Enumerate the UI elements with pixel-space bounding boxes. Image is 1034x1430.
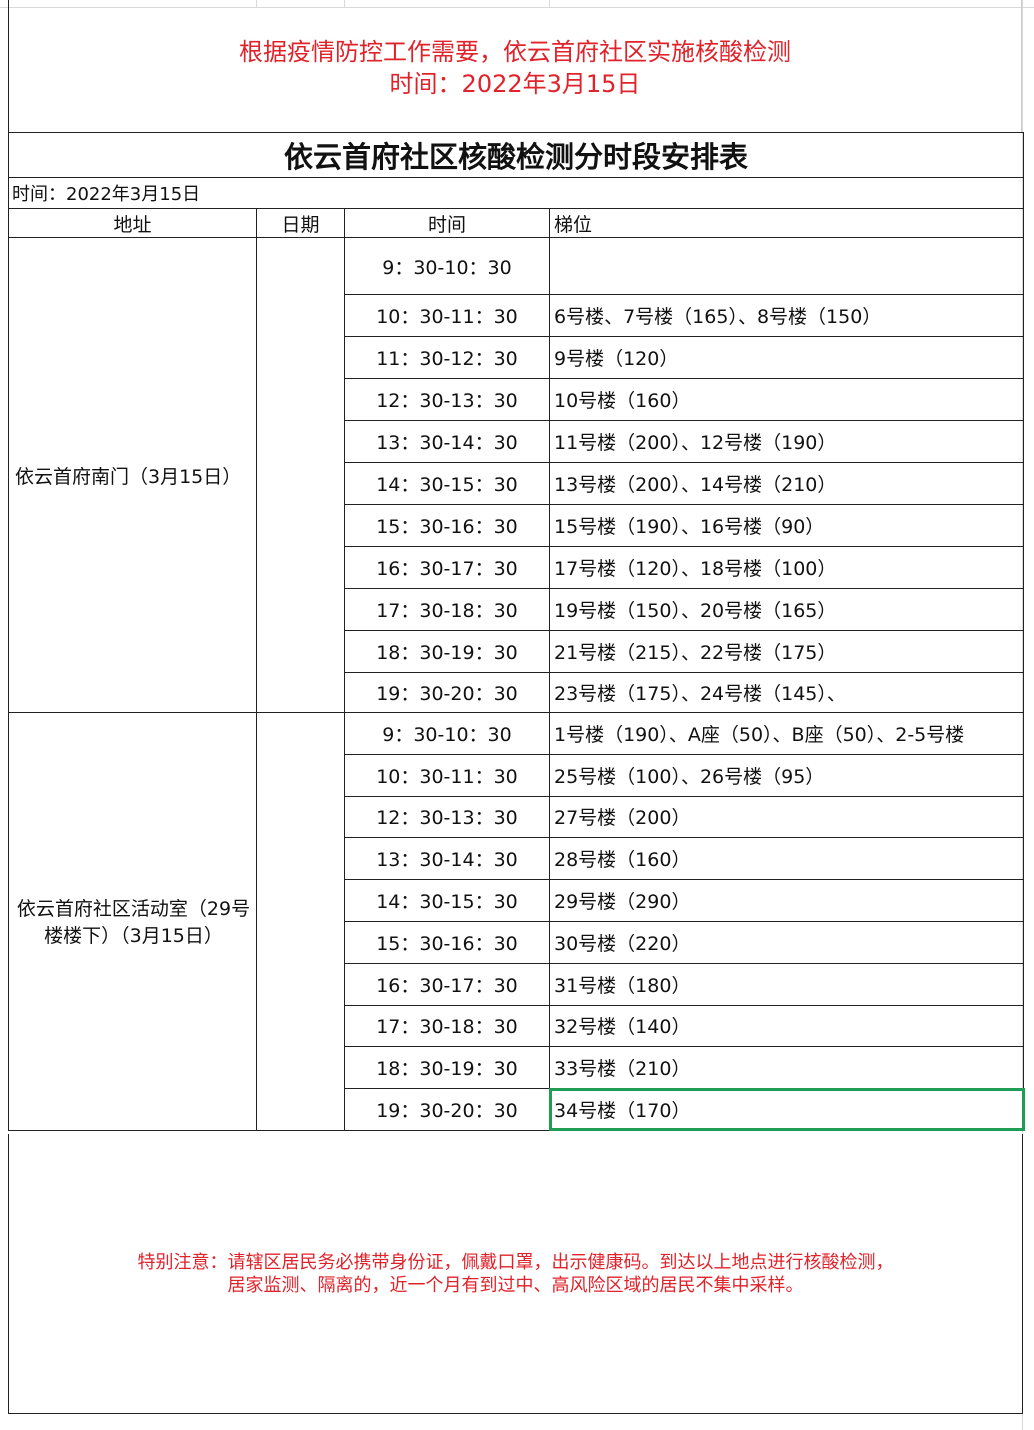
table-row: 依云首府南门（3月15日） 9：30-10：30 xyxy=(8,237,1025,713)
buildings-cell[interactable]: 32号楼（140） xyxy=(548,1004,1025,1048)
buildings-cell[interactable] xyxy=(548,237,1025,295)
table-row: 15：30-16：30 30号楼（220） xyxy=(9,920,1025,964)
time-cell[interactable]: 11：30-12：30 xyxy=(344,336,550,379)
gridline xyxy=(0,7,1034,8)
date-line[interactable]: 时间：2022年3月15日 xyxy=(7,177,1025,209)
table-row: 14：30-15：30 29号楼（290） xyxy=(9,879,1025,922)
buildings-cell[interactable]: 10号楼（160） xyxy=(548,378,1025,421)
time-cell[interactable]: 19：30-20：30 xyxy=(344,672,550,713)
buildings-cell[interactable]: 27号楼（200） xyxy=(548,795,1025,839)
table-row: 15：30-16：30 15号楼（190）、16号楼（90） xyxy=(9,504,1025,547)
gridline xyxy=(344,0,345,8)
time-cell[interactable]: 10：30-11：30 xyxy=(344,294,550,337)
buildings-cell[interactable]: 11号楼（200）、12号楼（190） xyxy=(548,420,1025,463)
header-date[interactable]: 日期 xyxy=(256,208,345,238)
table-row: 12：30-13：30 27号楼（200） xyxy=(9,795,1025,839)
header-time[interactable]: 时间 xyxy=(344,208,550,238)
schedule-table: 依云首府社区核酸检测分时段安排表 时间：2022年3月15日 地址 日期 时间 … xyxy=(7,132,1025,1132)
table-row: 13：30-14：30 11号楼（200）、12号楼（190） xyxy=(9,420,1025,463)
table-title[interactable]: 依云首府社区核酸检测分时段安排表 xyxy=(7,132,1025,178)
header-address[interactable]: 地址 xyxy=(8,208,257,238)
buildings-cell[interactable]: 9号楼（120） xyxy=(548,336,1025,379)
buildings-cell[interactable]: 30号楼（220） xyxy=(548,920,1025,964)
buildings-cell[interactable]: 1号楼（190）、A座（50）、B座（50）、2-5号楼 xyxy=(548,712,1025,755)
buildings-cell[interactable]: 19号楼（150）、20号楼（165） xyxy=(548,588,1025,631)
table-row: 18：30-19：30 21号楼（215）、22号楼（175） xyxy=(9,630,1025,673)
time-cell[interactable]: 13：30-14：30 xyxy=(344,420,550,463)
bottom-notice: 特别注意：请辖区居民务必携带身份证，佩戴口罩，出示健康码。到达以上地点进行核酸检… xyxy=(8,1134,1023,1414)
time-cell[interactable]: 13：30-14：30 xyxy=(344,837,550,881)
date-cell[interactable] xyxy=(256,237,345,713)
table-row: 10：30-11：30 6号楼、7号楼（165）、8号楼（150） xyxy=(9,294,1025,337)
address-cell[interactable]: 依云首府社区活动室（29号楼楼下）（3月15日） xyxy=(8,712,257,1131)
buildings-cell[interactable]: 17号楼（120）、18号楼（100） xyxy=(548,546,1025,589)
time-cell[interactable]: 18：30-19：30 xyxy=(344,630,550,673)
time-cell[interactable]: 17：30-18：30 xyxy=(344,1004,550,1048)
table-row: 19：30-20：30 34号楼（170） xyxy=(9,1087,1025,1132)
date-cell[interactable] xyxy=(256,712,345,1131)
bottom-notice-line2: 居家监测、隔离的，近一个月有到过中、高风险区域的居民不集中采样。 xyxy=(227,1274,804,1296)
time-cell[interactable]: 12：30-13：30 xyxy=(344,795,550,839)
top-notice-line1: 根据疫情防控工作需要，依云首府社区实施核酸检测 xyxy=(239,38,791,66)
top-notice: 根据疫情防控工作需要，依云首府社区实施核酸检测 时间：2022年3月15日 xyxy=(8,0,1022,132)
time-cell[interactable]: 15：30-16：30 xyxy=(344,504,550,547)
table-row: 10：30-11：30 25号楼（100）、26号楼（95） xyxy=(9,753,1025,797)
table-row: 17：30-18：30 19号楼（150）、20号楼（165） xyxy=(9,588,1025,631)
table-row: 12：30-13：30 10号楼（160） xyxy=(9,378,1025,421)
time-cell[interactable]: 19：30-20：30 xyxy=(344,1088,550,1131)
gridline xyxy=(549,0,550,8)
buildings-cell[interactable]: 29号楼（290） xyxy=(548,879,1025,922)
time-cell[interactable]: 16：30-17：30 xyxy=(344,962,550,1006)
buildings-cell[interactable]: 31号楼（180） xyxy=(548,962,1025,1006)
time-cell[interactable]: 12：30-13：30 xyxy=(344,378,550,421)
buildings-cell[interactable]: 33号楼（210） xyxy=(548,1046,1025,1090)
buildings-cell[interactable]: 13号楼（200）、14号楼（210） xyxy=(548,462,1025,505)
table-row: 18：30-19：30 33号楼（210） xyxy=(9,1046,1025,1090)
time-cell[interactable]: 9：30-10：30 xyxy=(344,237,550,295)
top-notice-line2: 时间：2022年3月15日 xyxy=(389,70,641,98)
time-cell[interactable]: 16：30-17：30 xyxy=(344,546,550,589)
bottom-notice-line1: 特别注意：请辖区居民务必携带身份证，佩戴口罩，出示健康码。到达以上地点进行核酸检… xyxy=(137,1251,894,1273)
time-cell[interactable]: 10：30-11：30 xyxy=(344,753,550,797)
gridline xyxy=(256,0,257,8)
table-row: 依云首府社区活动室（29号楼楼下）（3月15日） 9：30-10：30 1号楼（19… xyxy=(8,712,1025,1131)
address-cell[interactable]: 依云首府南门（3月15日） xyxy=(8,237,257,713)
table-row: 16：30-17：30 31号楼（180） xyxy=(9,962,1025,1006)
table-row: 19：30-20：30 23号楼（175）、24号楼（145）、 xyxy=(9,672,1025,713)
buildings-cell[interactable]: 28号楼（160） xyxy=(548,837,1025,881)
header-row: 地址 日期 时间 梯位 xyxy=(8,208,1025,238)
buildings-cell[interactable]: 6号楼、7号楼（165）、8号楼（150） xyxy=(548,294,1025,337)
table-row: 17：30-18：30 32号楼（140） xyxy=(9,1004,1025,1048)
time-cell[interactable]: 18：30-19：30 xyxy=(344,1046,550,1090)
buildings-cell[interactable]: 15号楼（190）、16号楼（90） xyxy=(548,504,1025,547)
time-cell[interactable]: 15：30-16：30 xyxy=(344,920,550,964)
buildings-cell[interactable]: 21号楼（215）、22号楼（175） xyxy=(548,630,1025,673)
selected-buildings-cell[interactable]: 34号楼（170） xyxy=(548,1087,1025,1132)
buildings-cell[interactable]: 23号楼（175）、24号楼（145）、 xyxy=(548,672,1025,713)
table-row: 11：30-12：30 9号楼（120） xyxy=(9,336,1025,379)
buildings-cell[interactable]: 25号楼（100）、26号楼（95） xyxy=(548,753,1025,797)
time-cell[interactable]: 17：30-18：30 xyxy=(344,588,550,631)
time-cell[interactable]: 14：30-15：30 xyxy=(344,462,550,505)
time-cell[interactable]: 9：30-10：30 xyxy=(344,712,550,755)
header-buildings[interactable]: 梯位 xyxy=(548,208,1025,238)
time-cell[interactable]: 14：30-15：30 xyxy=(344,879,550,922)
